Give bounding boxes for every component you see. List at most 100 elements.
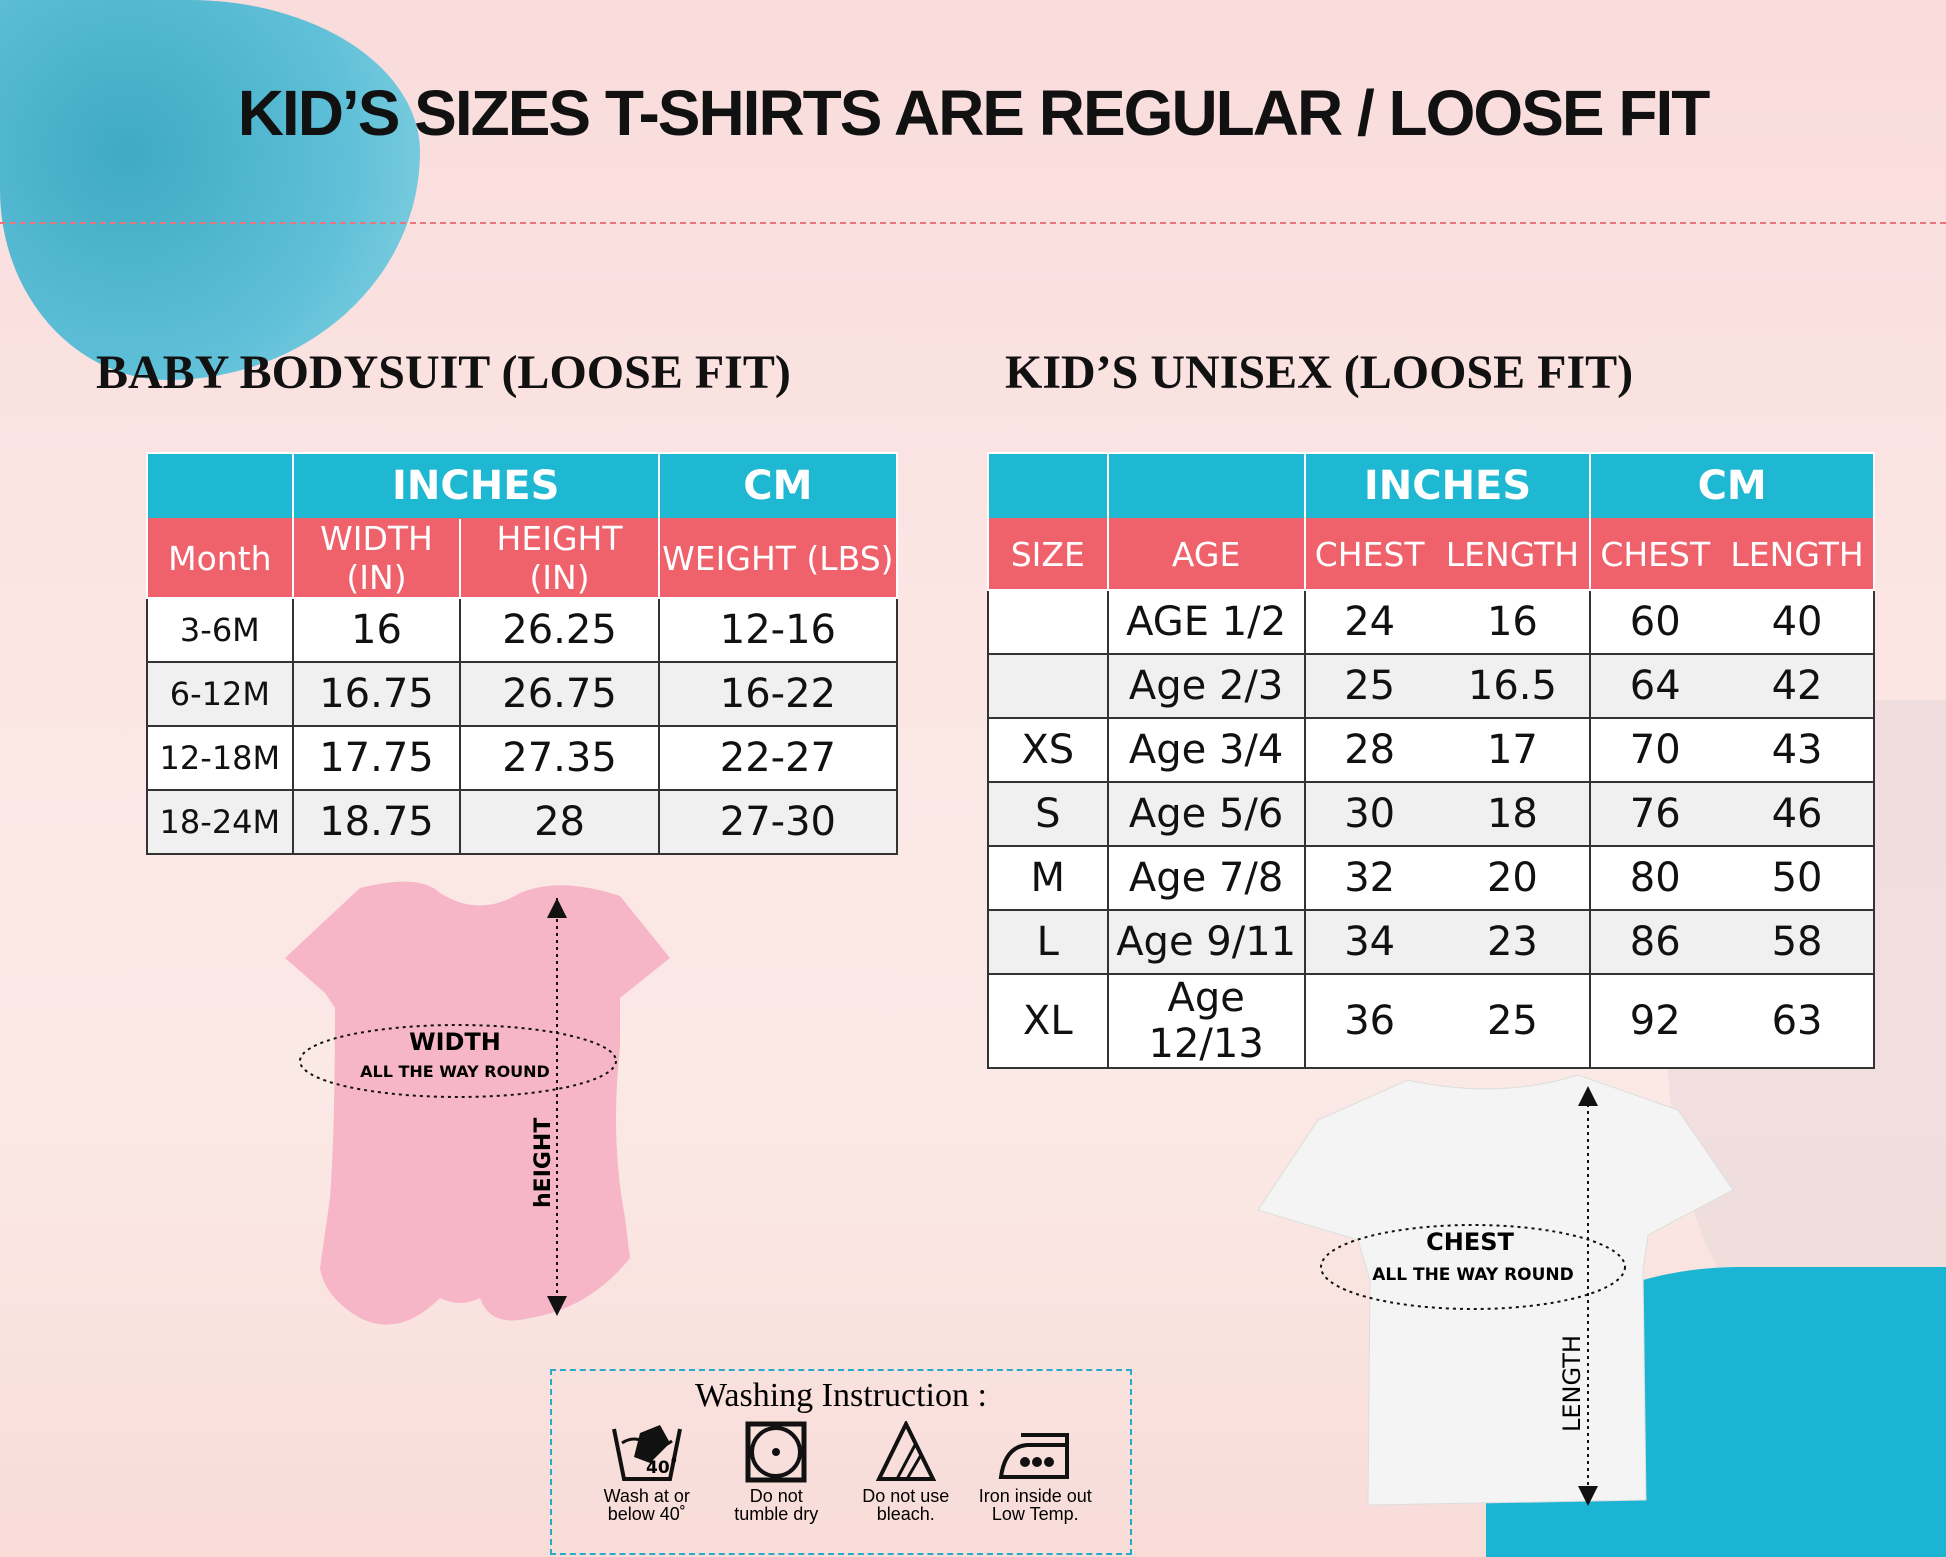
table-cell: 26.25 (459, 597, 660, 663)
table-cell: 25 (1433, 973, 1592, 1069)
table-cell: 76 (1589, 781, 1721, 847)
table-cell: Age 3/4 (1106, 717, 1306, 783)
iron-low-icon (998, 1433, 1070, 1479)
table-row: 3-6M 16 26.25 12-16 (146, 597, 899, 663)
table-row: L Age 9/11 34 23 86 58 (987, 909, 1875, 975)
table-cell: 12-18M (146, 725, 294, 791)
table-row: XS Age 3/4 28 17 70 43 (987, 717, 1875, 783)
chest-sublabel: ALL THE WAY ROUND (1372, 1265, 1574, 1285)
arrow-down-icon (1578, 1486, 1598, 1506)
column-header: AGE (1106, 517, 1306, 591)
header-blank (146, 452, 294, 518)
table-cell: Age 9/11 (1106, 909, 1306, 975)
table-cell: 22-27 (657, 725, 899, 791)
no-bleach-icon (875, 1421, 936, 1481)
table-cell: Age 5/6 (1106, 781, 1306, 847)
table-cell: 43 (1719, 717, 1875, 783)
arrow-up-icon (547, 898, 567, 918)
wash-item: Do not tumble dry (716, 1421, 836, 1523)
svg-text:40˚: 40˚ (646, 1456, 678, 1478)
header-blank (987, 452, 1109, 518)
table-cell: 16-22 (657, 661, 899, 727)
width-ellipse (299, 1024, 617, 1098)
arrow-up-icon (1578, 1086, 1598, 1106)
tshirt-shape (1258, 1074, 1734, 1506)
length-label: LENGTH (1558, 1335, 1586, 1432)
bodysuit-shape (285, 881, 670, 1325)
column-header: CHEST (1589, 517, 1721, 591)
table-cell: 63 (1719, 973, 1875, 1069)
column-header: LENGTH (1719, 517, 1875, 591)
wash-40-icon: 40˚ (611, 1425, 682, 1481)
table-cell: 60 (1589, 589, 1721, 655)
table-cell: 16.5 (1433, 653, 1592, 719)
column-header: HEIGHT (IN) (459, 517, 660, 599)
kids-heading: KID’S UNISEX (LOOSE FIT) (1005, 346, 1634, 399)
table-cell: 17 (1433, 717, 1592, 783)
washing-title: Washing Instruction : (695, 1377, 987, 1414)
group-header: INCHES (291, 452, 660, 518)
table-cell: 64 (1589, 653, 1721, 719)
group-header: CM (657, 452, 899, 518)
arrow-down-icon (547, 1296, 567, 1316)
table-cell: 40 (1719, 589, 1875, 655)
table-cell: 3-6M (146, 597, 294, 663)
table-cell: 16 (291, 597, 462, 663)
group-header: CM (1589, 452, 1875, 518)
height-label: hEIGHT (531, 1118, 556, 1208)
table-cell: XL (987, 973, 1109, 1069)
table-cell: L (987, 909, 1109, 975)
baby-size-table: INCHES CM Month WIDTH (IN) HEIGHT (IN) WE… (146, 452, 899, 855)
no-tumble-dry-icon (745, 1421, 807, 1483)
baby-heading: BABY BODYSUIT (LOOSE FIT) (96, 346, 791, 399)
wash-item: 40˚ Wash at or below 40˚ (587, 1421, 707, 1523)
table-cell: 6-12M (146, 661, 294, 727)
table-cell: 27.35 (459, 725, 660, 791)
bodysuit-diagram: WIDTH ALL THE WAY ROUND hEIGHT (285, 881, 670, 1325)
table-cell: AGE 1/2 (1106, 589, 1306, 655)
column-header: Month (146, 517, 294, 599)
width-label: WIDTH (409, 1028, 501, 1056)
chest-ellipse (1320, 1224, 1626, 1310)
table-cell: 50 (1719, 845, 1875, 911)
table-cell: 27-30 (657, 789, 899, 855)
table-cell: 16 (1433, 589, 1592, 655)
table-row: Age 2/3 25 16.5 64 42 (987, 653, 1875, 719)
tshirt-diagram: CHEST ALL THE WAY ROUND LENGTH (1258, 1074, 1734, 1506)
table-cell: M (987, 845, 1109, 911)
table-cell: 36 (1303, 973, 1435, 1069)
table-cell: 92 (1589, 973, 1721, 1069)
table-cell: 18.75 (291, 789, 462, 855)
decor-blob-teal (0, 0, 420, 380)
table-cell: 70 (1589, 717, 1721, 783)
table-cell: 20 (1433, 845, 1592, 911)
wash-item: Iron inside out Low Temp. (975, 1421, 1095, 1523)
column-header: CHEST (1303, 517, 1435, 591)
table-cell: Age 2/3 (1106, 653, 1306, 719)
table-cell: 18 (1433, 781, 1592, 847)
table-cell: 24 (1303, 589, 1435, 655)
table-cell: Age 12/13 (1106, 973, 1306, 1069)
column-header: SIZE (987, 517, 1109, 591)
table-row: AGE 1/2 24 16 60 40 (987, 589, 1875, 655)
table-cell: 18-24M (146, 789, 294, 855)
table-cell: 16.75 (291, 661, 462, 727)
table-row: XL Age 12/13 36 25 92 63 (987, 973, 1875, 1069)
table-cell: 32 (1303, 845, 1435, 911)
table-cell: 12-16 (657, 597, 899, 663)
table-cell (987, 653, 1109, 719)
table-cell: 58 (1719, 909, 1875, 975)
column-header: WIDTH (IN) (291, 517, 462, 599)
table-cell: 46 (1719, 781, 1875, 847)
column-header: LENGTH (1433, 517, 1592, 591)
table-cell: 28 (1303, 717, 1435, 783)
table-row: 6-12M 16.75 26.75 16-22 (146, 661, 899, 727)
table-cell: 86 (1589, 909, 1721, 975)
column-header: WEIGHT (LBS) (657, 517, 899, 599)
table-cell: 42 (1719, 653, 1875, 719)
table-cell: S (987, 781, 1109, 847)
table-cell: 28 (459, 789, 660, 855)
table-row: 18-24M 18.75 28 27-30 (146, 789, 899, 855)
header-blank (1106, 452, 1306, 518)
wash-item: Do not use bleach. (846, 1421, 966, 1523)
